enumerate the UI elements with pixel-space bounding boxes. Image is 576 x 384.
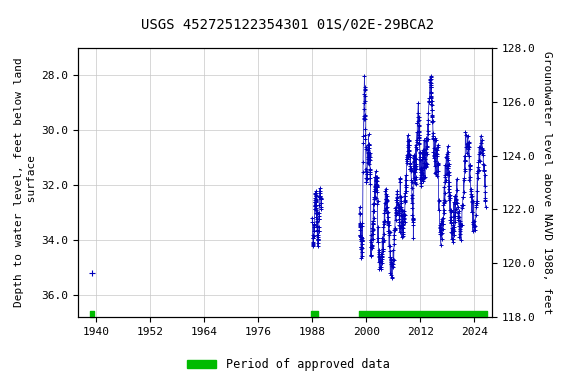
Legend: Period of approved data: Period of approved data bbox=[182, 354, 394, 376]
Text: USGS 452725122354301 01S/02E-29BCA2: USGS 452725122354301 01S/02E-29BCA2 bbox=[142, 18, 434, 32]
Y-axis label: Groundwater level above NAVD 1988, feet: Groundwater level above NAVD 1988, feet bbox=[541, 51, 551, 314]
Y-axis label: Depth to water level, feet below land
 surface: Depth to water level, feet below land su… bbox=[14, 58, 37, 307]
